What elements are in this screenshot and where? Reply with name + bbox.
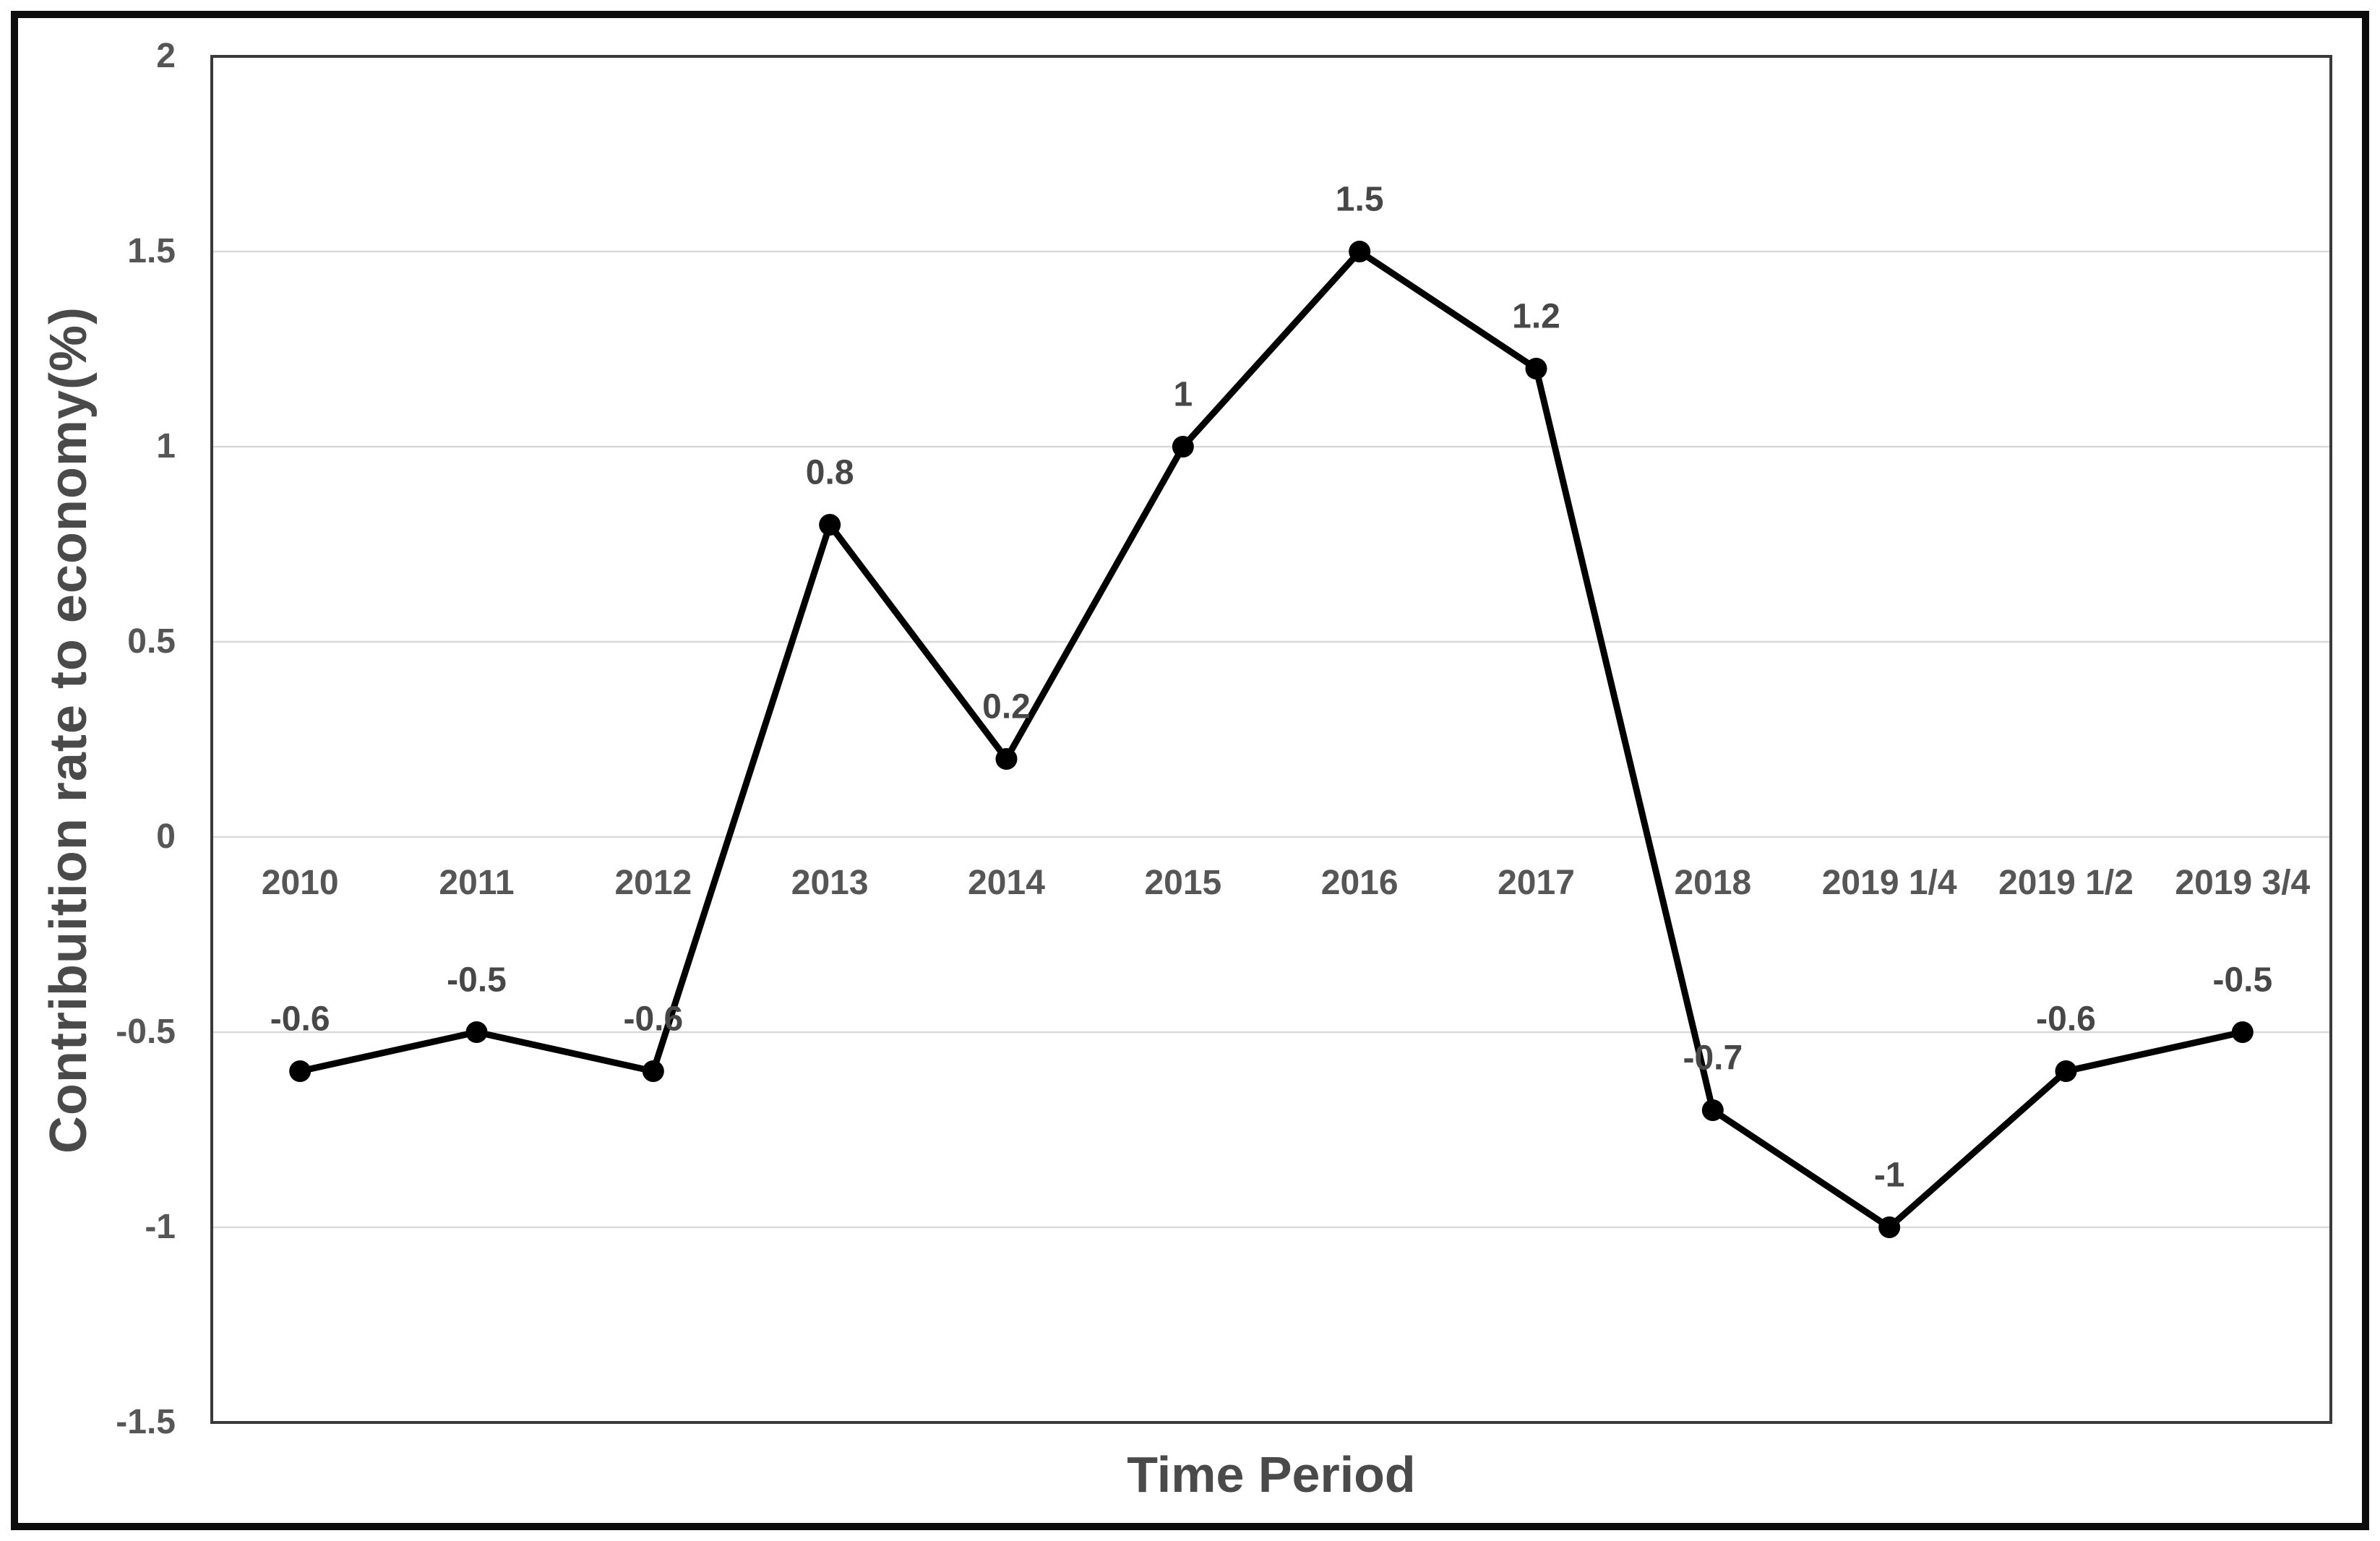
x-category-label: 2011 [439,864,515,902]
data-point-label: 0.2 [982,687,1031,726]
x-category-label: 2016 [1320,864,1399,902]
data-point-label: -0.6 [623,1000,684,1039]
x-category-label: 2019 1/4 [1821,864,1957,902]
y-tick-label: 1.5 [127,232,176,270]
chart-outer-border [11,11,2369,1530]
data-point-label: -1 [1873,1156,1905,1195]
x-category-label: 2013 [791,864,869,902]
x-category-label: 2010 [261,864,339,902]
data-point-marker [1349,241,1371,262]
data-point-marker [465,1021,488,1043]
data-point-marker [1878,1216,1901,1238]
data-point-label: -0.7 [1683,1039,1743,1078]
x-category-label: 2012 [614,864,692,902]
series-line [296,248,2246,1231]
data-point-marker [1525,358,1547,379]
x-category-label: 2014 [968,864,1045,902]
data-point-label: 0.8 [805,453,854,492]
y-tick-label: 2 [156,37,176,75]
data-point-marker [642,1060,664,1082]
data-point-label: -0.5 [447,961,507,1000]
data-point-label: -0.5 [2212,961,2273,1000]
y-tick-label: 1 [156,427,176,465]
y-tick-label: -1 [145,1208,176,1246]
x-category-label: 2019 3/4 [2175,864,2311,902]
data-point-marker [289,1060,312,1082]
x-axis-title: Time Period [1127,1446,1416,1503]
y-tick-label: 0 [156,817,176,856]
data-point-marker [819,514,841,536]
data-point-label: 1.5 [1335,180,1384,219]
x-category-label: 2019 1/2 [1998,864,2134,902]
x-category-label: 2017 [1498,864,1575,902]
x-category-label: 2018 [1674,864,1752,902]
y-tick-label: -0.5 [116,1013,176,1051]
data-point-label: 1 [1173,375,1193,414]
data-point-marker [2055,1060,2077,1082]
data-point-label: -0.6 [270,1000,330,1039]
y-tick-label: 0.5 [127,622,176,661]
y-tick-label: -1.5 [116,1403,176,1441]
x-category-label: 2015 [1144,864,1222,902]
plot-border [210,55,2332,1424]
data-point-marker [995,748,1018,770]
data-point-marker [2231,1021,2254,1043]
data-point-label: 1.2 [1512,297,1560,336]
data-point-label: -0.6 [2036,1000,2096,1039]
data-point-marker [1701,1099,1724,1121]
data-point-marker [1172,436,1194,458]
